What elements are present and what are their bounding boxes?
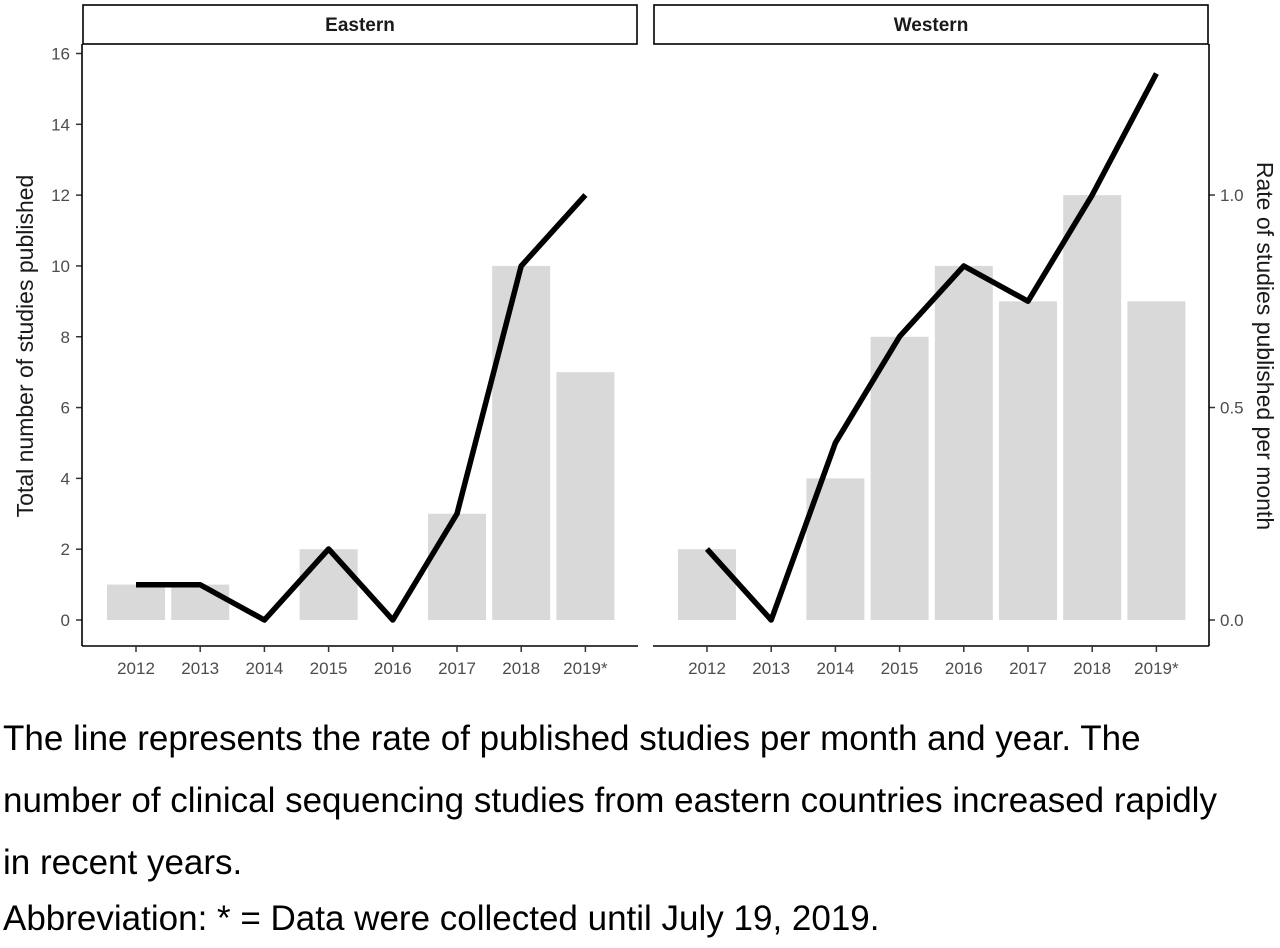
x-tick-label-western: 2018 bbox=[1073, 659, 1111, 678]
x-tick-label-western: 2015 bbox=[881, 659, 919, 678]
bar-eastern-2015 bbox=[299, 549, 358, 620]
y-tick-label-right: 0.5 bbox=[1220, 399, 1244, 418]
y-tick-label-right: 1.0 bbox=[1220, 186, 1244, 205]
x-tick-label-eastern: 2016 bbox=[374, 659, 412, 678]
y-tick-label-left: 8 bbox=[61, 328, 70, 347]
bar-eastern-2019 bbox=[556, 372, 615, 620]
y-tick-label-left: 4 bbox=[61, 469, 70, 488]
y-tick-label-left: 0 bbox=[61, 611, 70, 630]
bar-western-2016 bbox=[934, 265, 993, 620]
x-tick-label-eastern: 2012 bbox=[117, 659, 155, 678]
facet-strip-eastern bbox=[82, 4, 638, 45]
figure-caption: The line represents the rate of publishe… bbox=[3, 708, 1277, 944]
x-tick-label-western: 2016 bbox=[945, 659, 983, 678]
x-tick-label-western: 2012 bbox=[688, 659, 726, 678]
y-tick-label-left: 12 bbox=[51, 186, 70, 205]
caption-line-2: number of clinical sequencing studies fr… bbox=[3, 781, 1217, 820]
x-tick-label-eastern: 2013 bbox=[181, 659, 219, 678]
y-tick-label-left: 6 bbox=[61, 399, 70, 418]
y-tick-label-left: 14 bbox=[51, 115, 70, 134]
caption-line-1: The line represents the rate of publishe… bbox=[3, 719, 1141, 758]
x-tick-label-western: 2013 bbox=[752, 659, 790, 678]
x-tick-label-western: 2014 bbox=[816, 659, 854, 678]
x-tick-label-western: 2019* bbox=[1134, 659, 1179, 678]
bar-western-2019 bbox=[1127, 301, 1186, 620]
caption-abbreviation: Abbreviation: * = Data were collected un… bbox=[3, 899, 880, 938]
x-tick-label-eastern: 2015 bbox=[310, 659, 348, 678]
x-tick-label-western: 2017 bbox=[1009, 659, 1047, 678]
facet-strip-western bbox=[653, 4, 1209, 45]
bar-western-2015 bbox=[870, 336, 929, 620]
rate-line-eastern bbox=[136, 193, 588, 623]
facet-label-eastern: Eastern bbox=[325, 15, 395, 36]
y-axis-title-left: Total number of studies published bbox=[12, 175, 38, 518]
y-tick-label-left: 16 bbox=[51, 45, 70, 64]
y-axis-title-right: Rate of studies published per month bbox=[1252, 162, 1278, 530]
bar-eastern-2013 bbox=[171, 584, 230, 620]
x-tick-label-eastern: 2019* bbox=[563, 659, 608, 678]
facet-label-western: Western bbox=[894, 15, 969, 36]
y-tick-label-left: 2 bbox=[61, 540, 70, 559]
y-tick-label-right: 0.0 bbox=[1220, 611, 1244, 630]
bar-western-2018 bbox=[1063, 195, 1122, 620]
faceted-chart: Total number of studies published Rate of… bbox=[12, 4, 1278, 678]
bar-eastern-2017 bbox=[428, 513, 486, 620]
bar-eastern-2012 bbox=[107, 584, 165, 620]
caption-line-3: in recent years. bbox=[3, 843, 243, 882]
rate-line-western bbox=[704, 72, 1159, 623]
x-tick-label-eastern: 2018 bbox=[502, 659, 540, 678]
bar-eastern-2018 bbox=[492, 265, 551, 620]
bar-western-2012 bbox=[678, 549, 736, 620]
y-tick-label-left: 10 bbox=[51, 257, 70, 276]
bar-western-2017 bbox=[999, 301, 1057, 620]
x-tick-label-eastern: 2014 bbox=[245, 659, 283, 678]
x-tick-label-eastern: 2017 bbox=[438, 659, 476, 678]
